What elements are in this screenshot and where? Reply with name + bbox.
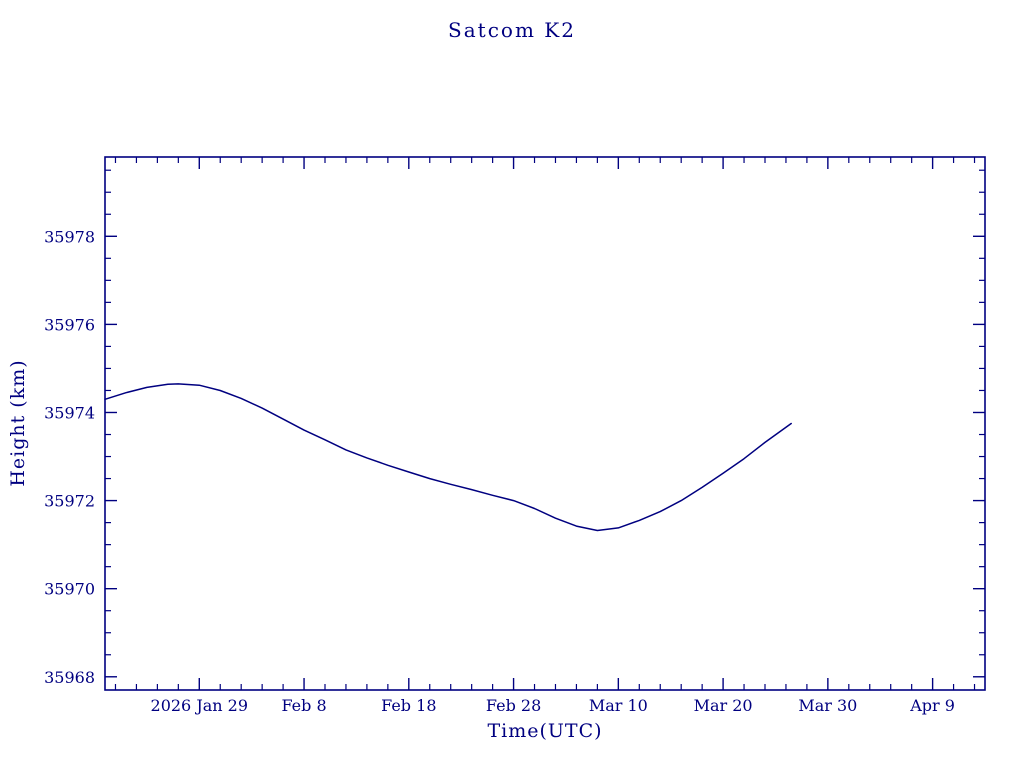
y-tick-label: 35968 [44,668,95,687]
x-tick-label: Apr 9 [909,696,955,715]
y-tick-label: 35972 [44,492,95,511]
x-axis-label: Time(UTC) [487,720,603,742]
x-tick-label: Feb 18 [381,696,436,715]
x-axis-ticks: 2026 Jan 29 Feb 8 Feb 18 Feb 28 Mar 10 Mar 20… [114,157,976,715]
y-axis-ticks: 35968 35970 35972 35974 35976 35978 [44,169,985,687]
y-axis-label: Height (km) [7,359,29,487]
height-line [104,383,792,532]
x-tick-label: Mar 30 [798,696,857,715]
x-tick-label: Feb 28 [486,696,541,715]
y-tick-label: 35978 [44,227,95,246]
x-tick-label: Mar 10 [589,696,648,715]
chart-title: Satcom K2 [448,18,576,42]
plot-frame [104,156,986,691]
x-tick-label: Mar 20 [694,696,753,715]
x-tick-label: 2026 Jan 29 [151,696,249,715]
y-tick-label: 35974 [44,403,95,422]
y-tick-label: 35970 [44,580,95,599]
x-tick-label: Feb 8 [281,696,326,715]
y-tick-label: 35976 [44,315,95,334]
